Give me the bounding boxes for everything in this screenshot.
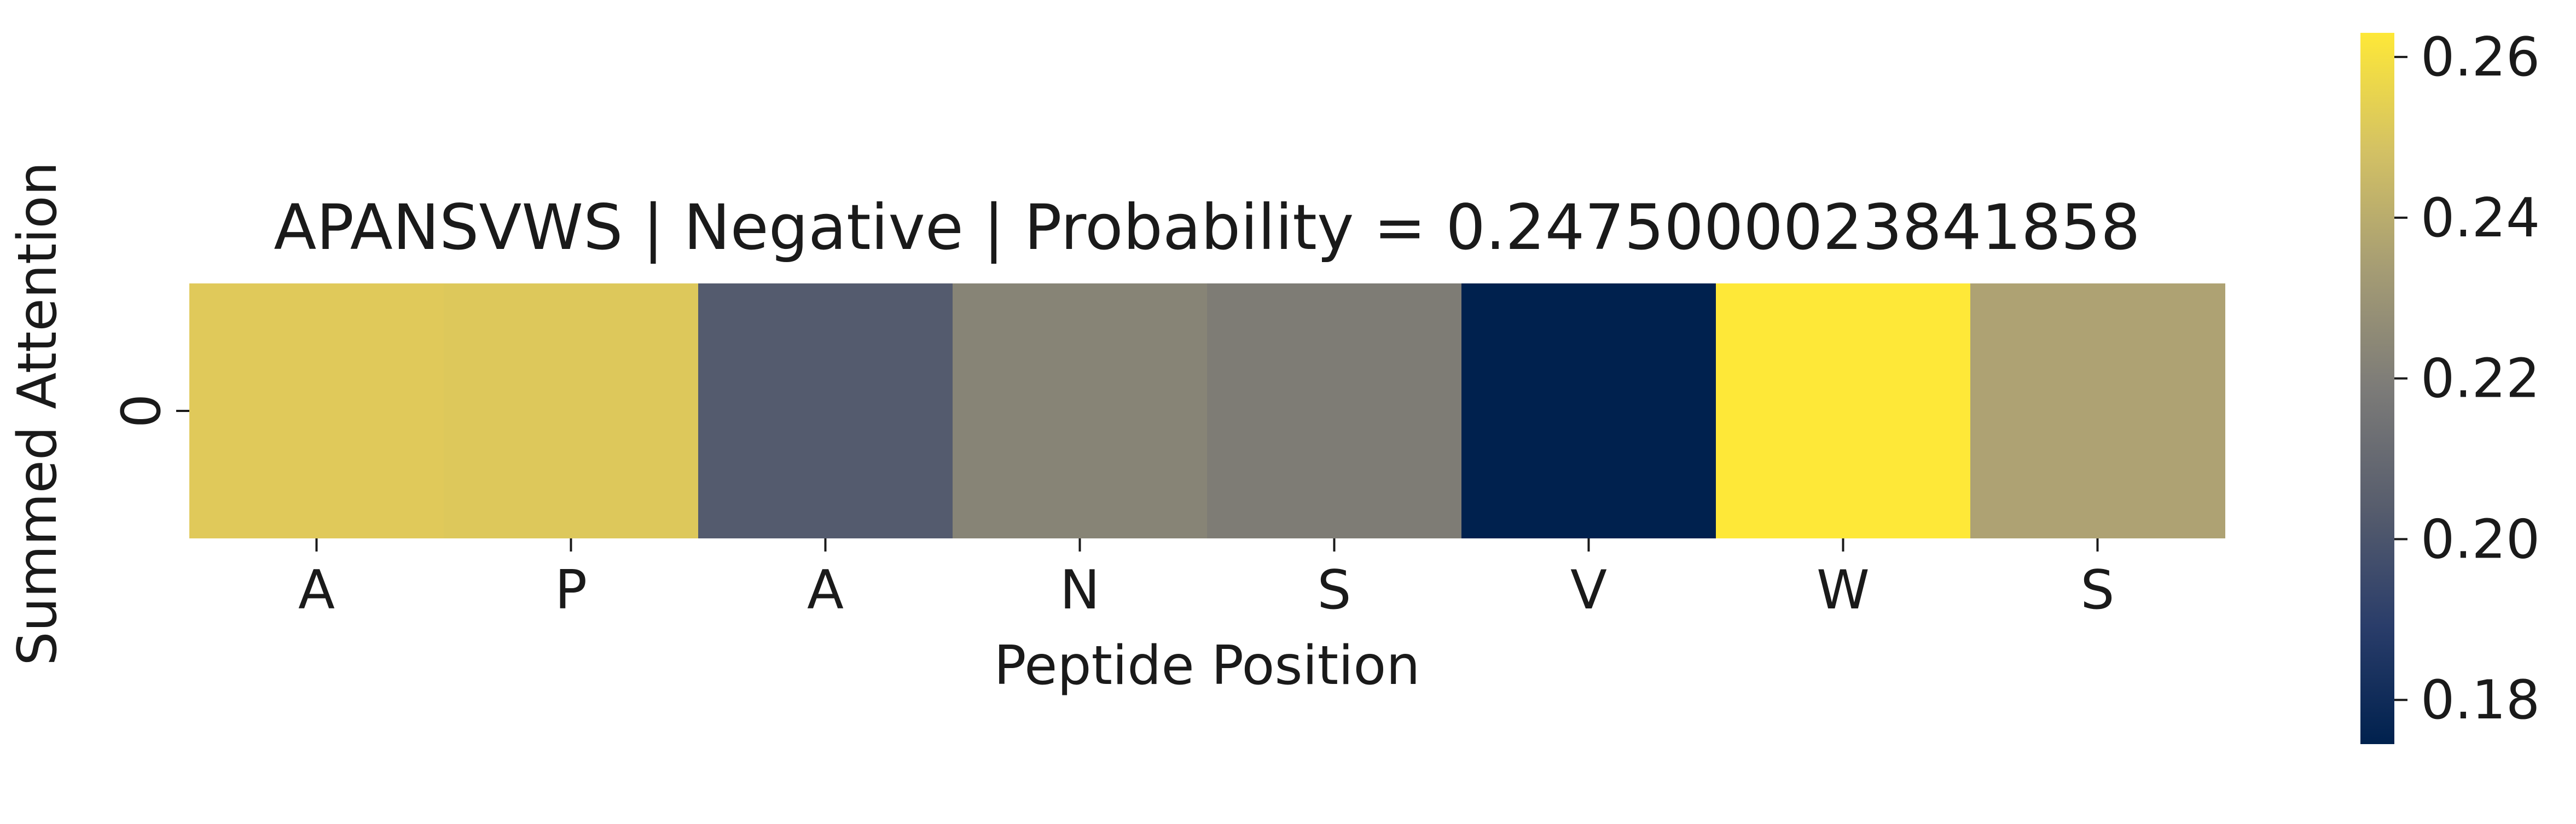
x-tick-label: P [555,559,587,622]
heatmap-cell [698,283,953,538]
colorbar-tick-label: 0.24 [2421,187,2540,249]
heatmap-cell [189,283,444,538]
x-tick-label: A [298,559,335,622]
colorbar-tick-label: 0.26 [2421,26,2540,89]
x-tick-label: V [1570,559,1607,622]
x-axis-label: Peptide Position [994,635,1420,697]
heatmap-cell [1461,283,1716,538]
x-tick-label: W [1817,559,1870,622]
chart-title: APANSVWS | Negative | Probability = 0.24… [274,191,2140,264]
x-tick-label: A [807,559,844,622]
heatmap-cell [1207,283,1462,538]
colorbar-tick-label: 0.22 [2421,348,2540,410]
y-axis-ticks: 0 [111,394,189,428]
y-tick-label: 0 [111,394,173,428]
heatmap-cell [444,283,699,538]
y-axis-label: Summed Attention [7,161,69,665]
heatmap-cells [189,283,2225,538]
heatmap-cell [1716,283,1971,538]
x-tick-label: N [1060,559,1100,622]
heatmap-cell [1970,283,2225,538]
x-tick-label: S [2080,559,2114,622]
heatmap-cell [953,283,1208,538]
colorbar-tick-label: 0.18 [2421,669,2540,732]
colorbar-ticks: 0.18 0.20 0.22 0.24 0.26 [2394,26,2540,732]
colorbar-tick-label: 0.20 [2421,508,2540,571]
colorbar [2360,33,2394,744]
x-tick-label: S [1317,559,1351,622]
